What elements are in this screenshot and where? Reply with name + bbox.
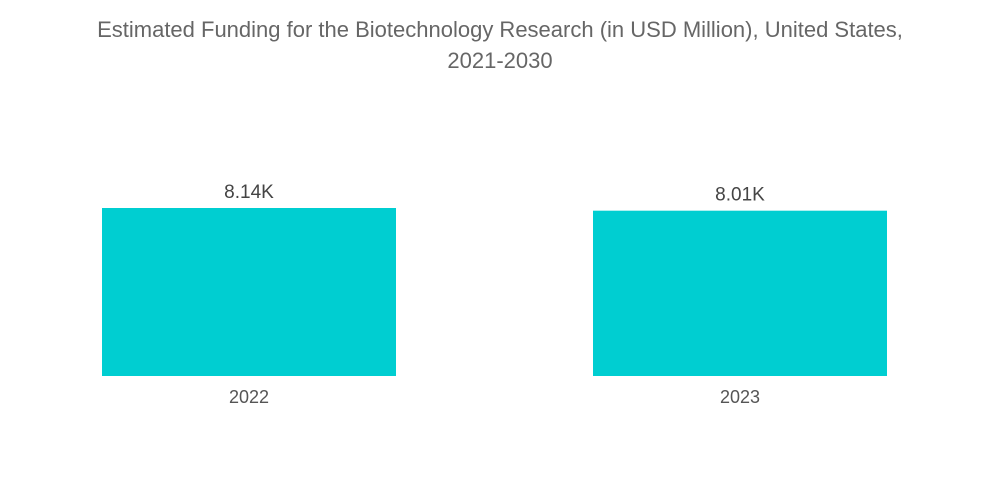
x-axis-ticks: 2022 2023: [229, 387, 760, 407]
x-tick-label-2023: 2023: [720, 387, 760, 407]
x-tick-label-2022: 2022: [229, 387, 269, 407]
bars-layer: [102, 208, 887, 376]
bar-2022: [102, 208, 396, 376]
bar-2023: [593, 210, 887, 376]
chart-title-line-2: 2021-2030: [447, 48, 553, 73]
data-label-2022: 8.14K: [224, 182, 274, 203]
chart-title: Estimated Funding for the Biotechnology …: [0, 14, 1000, 76]
data-labels-layer: 8.14K 8.01K: [224, 182, 765, 206]
data-label-2023: 8.01K: [715, 185, 765, 206]
chart-title-line-1: Estimated Funding for the Biotechnology …: [97, 17, 903, 42]
